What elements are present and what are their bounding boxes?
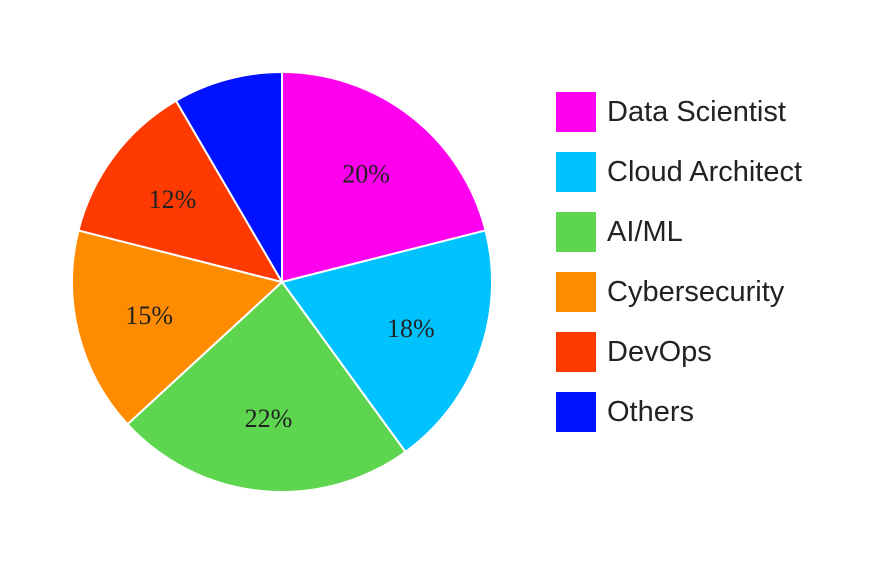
slice-value-label: 22% [245,404,293,433]
legend-item: Cloud Architect [556,152,802,192]
legend-item: Others [556,392,802,432]
slice-value-label: 20% [342,159,390,188]
legend-label: AI/ML [607,215,683,248]
legend-label: Cloud Architect [607,155,803,188]
legend-label: Data Scientist [607,95,786,128]
legend-item: Data Scientist [556,92,802,132]
legend-swatch [556,152,596,192]
legend-label: Cybersecurity [607,275,785,308]
legend-label: Others [607,395,695,428]
legend-item: DevOps [556,332,802,372]
legend-swatch [556,392,596,432]
legend-swatch [556,212,596,252]
legend-swatch [556,92,596,132]
legend-swatch [556,332,596,372]
slice-value-label: 18% [387,314,435,343]
pie-slice-cybersecurity [71,229,283,426]
slice-value-label: 12% [149,185,197,214]
slice-value-label: 15% [125,301,173,330]
pie-slice-others [175,71,283,283]
pie-slice-cloud-architect [281,229,493,453]
legend-label: DevOps [607,335,712,368]
legend-item: AI/ML [556,212,802,252]
legend-item: Cybersecurity [556,272,802,312]
pie-chart: 20% 18% 22% 15% 12% [71,71,493,493]
pie-slice-devops [77,99,283,283]
pie-slice-ai-ml [126,281,407,493]
legend-swatch [556,272,596,312]
pie-slice-data-scientist [281,71,487,283]
legend: Data Scientist Cloud Architect AI/ML Cybers… [556,92,802,452]
